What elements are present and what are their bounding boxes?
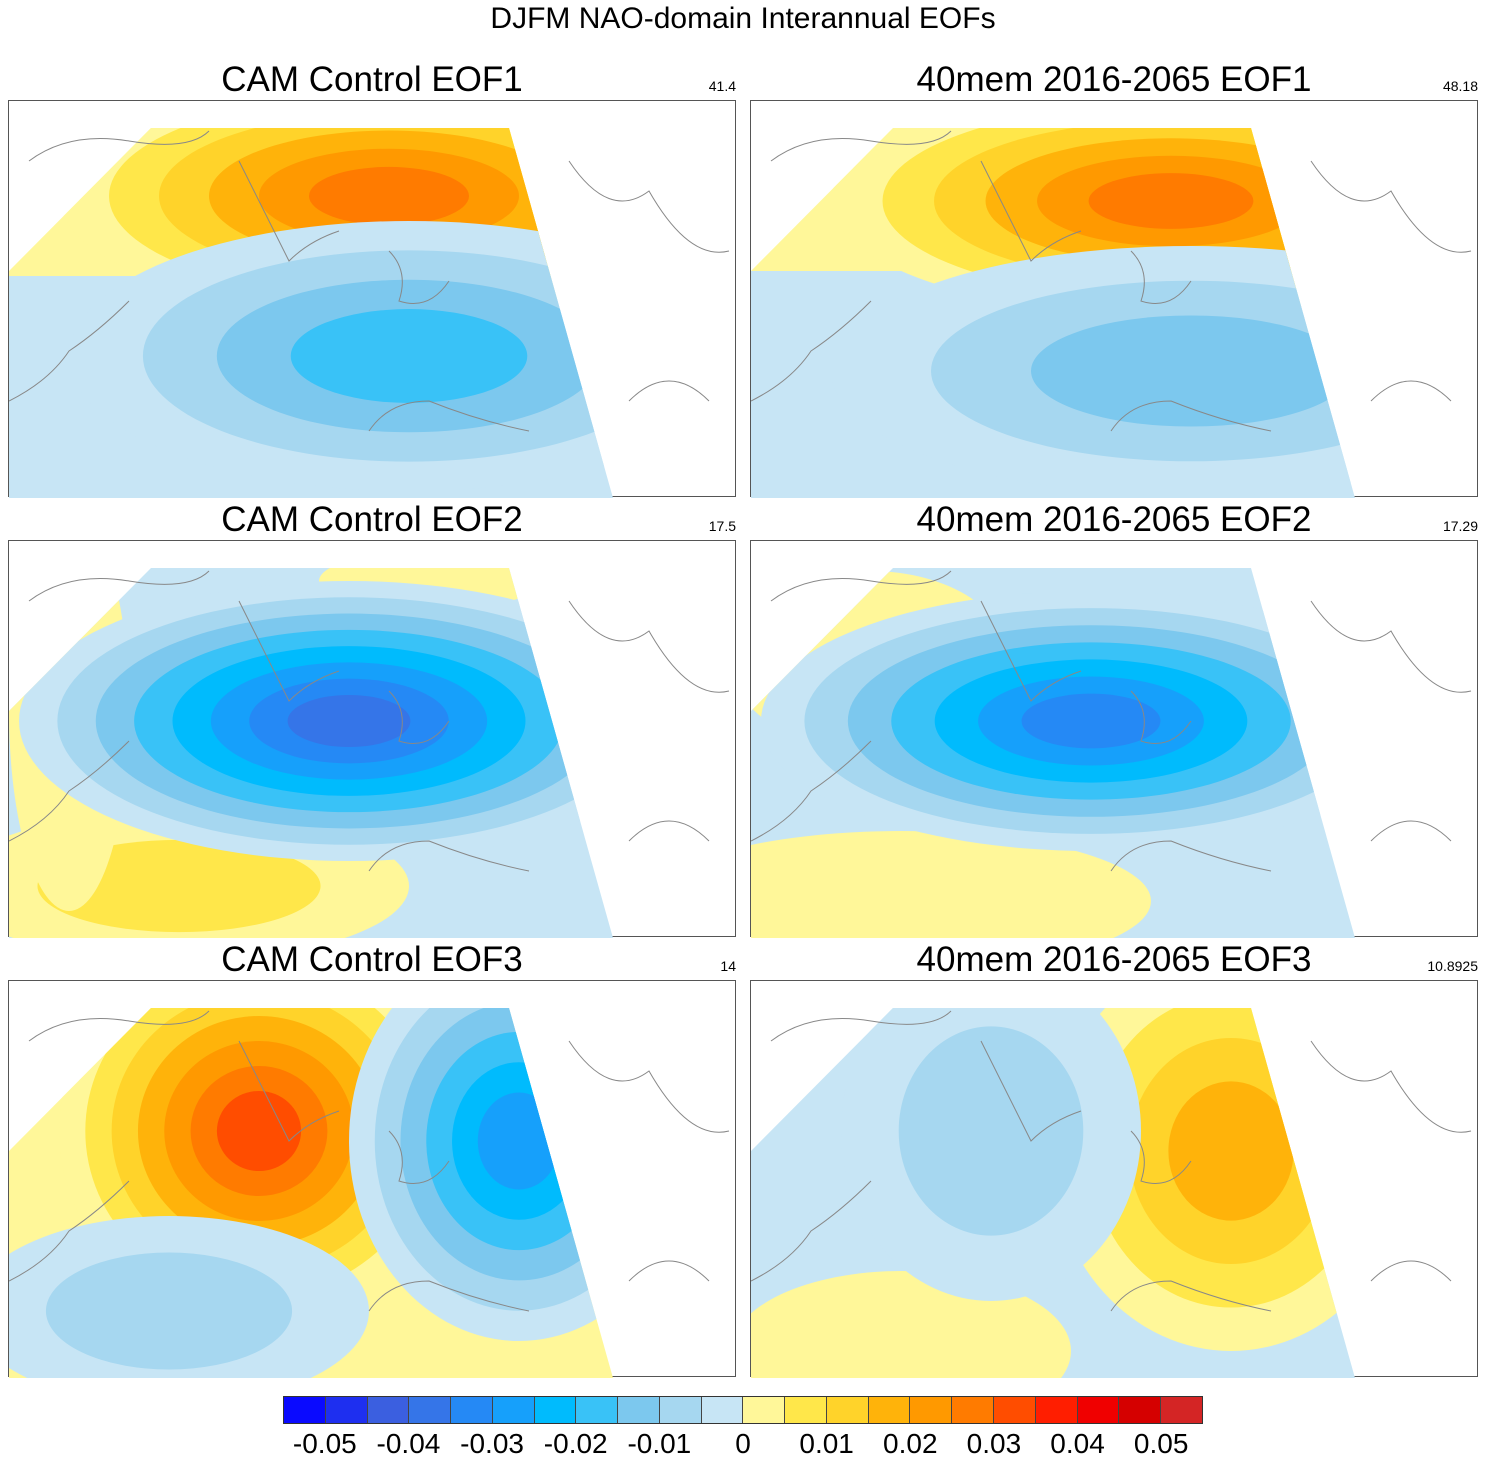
variance-explained: 17.29 bbox=[1442, 518, 1478, 534]
colorbar-box bbox=[1119, 1397, 1162, 1423]
panel-title: 40mem 2016-2065 EOF2 bbox=[916, 500, 1312, 539]
colorbar-box bbox=[701, 1397, 744, 1423]
colorbar-box bbox=[826, 1397, 869, 1423]
eof-map bbox=[9, 128, 730, 498]
contour-fill bbox=[309, 166, 469, 226]
variance-explained: 10.8925 bbox=[1427, 958, 1478, 974]
contour-fill bbox=[37, 839, 321, 933]
colorbar bbox=[283, 1396, 1203, 1424]
coastline bbox=[9, 1010, 730, 1312]
eof-map bbox=[9, 1008, 730, 1378]
contour-fill bbox=[1021, 693, 1161, 749]
eof-map-panel bbox=[8, 980, 736, 1378]
colorbar-label: 0.03 bbox=[966, 1428, 1022, 1459]
variance-explained: 14 bbox=[720, 958, 736, 974]
contour-fill bbox=[1031, 315, 1351, 427]
colorbar-box bbox=[451, 1397, 493, 1423]
colorbar-box bbox=[409, 1397, 452, 1423]
colorbar-label: 0.02 bbox=[883, 1428, 938, 1459]
colorbar-box bbox=[1161, 1397, 1202, 1423]
eof-map bbox=[751, 568, 1472, 938]
colorbar-box bbox=[785, 1397, 827, 1423]
coastline bbox=[9, 570, 730, 872]
coastline bbox=[9, 130, 730, 432]
colorbar-box bbox=[325, 1397, 368, 1423]
panel-title: 40mem 2016-2065 EOF3 bbox=[916, 940, 1312, 979]
colorbar-box bbox=[952, 1397, 995, 1423]
panel-title: CAM Control EOF1 bbox=[221, 60, 523, 99]
colorbar-box bbox=[367, 1397, 410, 1423]
colorbar-box bbox=[659, 1397, 702, 1423]
variance-explained: 17.5 bbox=[708, 518, 736, 534]
eof-map-panel bbox=[750, 540, 1478, 938]
panel-title: 40mem 2016-2065 EOF1 bbox=[916, 60, 1312, 99]
colorbar-label: 0.04 bbox=[1050, 1428, 1105, 1459]
variance-explained: 48.18 bbox=[1442, 78, 1478, 94]
colorbar-box bbox=[910, 1397, 953, 1423]
contour-fill bbox=[1088, 173, 1254, 229]
contour-fill bbox=[290, 309, 528, 403]
contour-fill bbox=[45, 1252, 293, 1370]
colorbar-label: 0.01 bbox=[799, 1428, 854, 1459]
contour-fill bbox=[751, 831, 1151, 938]
contour-fill bbox=[1168, 1081, 1294, 1221]
colorbar-box bbox=[1077, 1397, 1120, 1423]
panel-title: CAM Control EOF2 bbox=[221, 500, 523, 539]
contour-fill bbox=[751, 1271, 1071, 1378]
eof-map-panel bbox=[8, 540, 736, 938]
colorbar-box bbox=[576, 1397, 619, 1423]
contour-fill bbox=[287, 694, 411, 748]
contour-fill bbox=[216, 1091, 302, 1171]
colorbar-box bbox=[868, 1397, 911, 1423]
eof-map bbox=[751, 128, 1472, 498]
colorbar-box bbox=[534, 1397, 577, 1423]
contour-fill bbox=[898, 1026, 1084, 1236]
colorbar-box bbox=[618, 1397, 660, 1423]
colorbar-box bbox=[284, 1397, 326, 1423]
colorbar-box bbox=[743, 1397, 786, 1423]
colorbar-box bbox=[1035, 1397, 1078, 1423]
contour-fill bbox=[477, 1092, 561, 1190]
eof-map bbox=[9, 568, 730, 938]
eof-map-panel bbox=[750, 100, 1478, 498]
colorbar-label: -0.04 bbox=[376, 1428, 441, 1459]
figure-title: DJFM NAO-domain Interannual EOFs bbox=[490, 2, 996, 35]
colorbar-label: -0.05 bbox=[292, 1428, 357, 1459]
colorbar-box bbox=[994, 1397, 1036, 1423]
panel-title: CAM Control EOF3 bbox=[221, 940, 523, 979]
variance-explained: 41.4 bbox=[708, 78, 736, 94]
colorbar-label: 0 bbox=[735, 1428, 751, 1459]
colorbar-box bbox=[492, 1397, 535, 1423]
colorbar-label: -0.02 bbox=[543, 1428, 608, 1459]
colorbar-label: -0.01 bbox=[627, 1428, 692, 1459]
eof-map-panel bbox=[8, 100, 736, 498]
eof-map bbox=[751, 1008, 1472, 1378]
coastline bbox=[751, 130, 1472, 432]
colorbar-label: -0.03 bbox=[460, 1428, 524, 1459]
coastline bbox=[751, 570, 1472, 872]
colorbar-label: 0.05 bbox=[1133, 1428, 1189, 1459]
eof-map-panel bbox=[750, 980, 1478, 1378]
coastline bbox=[751, 1010, 1472, 1312]
